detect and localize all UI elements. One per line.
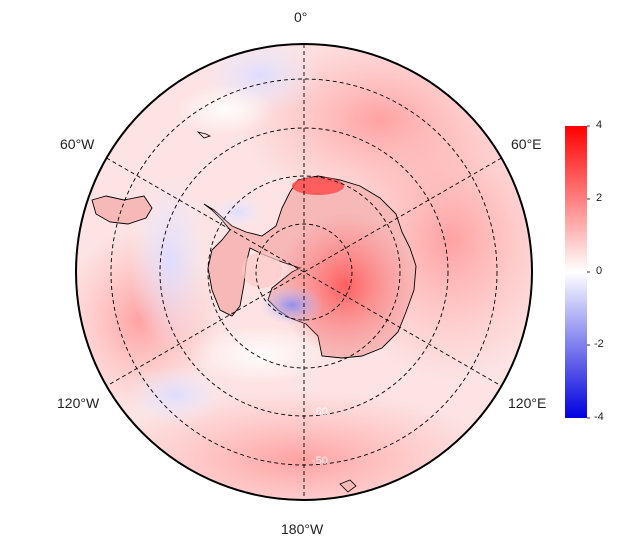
ring-label-60: -60 xyxy=(312,406,328,418)
ring-label-50: -50 xyxy=(312,455,328,467)
colorbar-gradient xyxy=(565,126,587,418)
colorbar-tick-label: 0 xyxy=(596,265,603,277)
colorbar-tick-label: -4 xyxy=(594,411,604,423)
weddell-cool-anomaly xyxy=(210,196,266,228)
colorbar xyxy=(565,125,590,419)
ross-cool-anomaly xyxy=(260,285,324,325)
map-border xyxy=(75,43,533,501)
colorbar-tick-label: 2 xyxy=(596,192,603,204)
meridian-label-60w: 60°W xyxy=(60,136,95,152)
south-america-tip xyxy=(91,195,153,225)
new-zealand-tip xyxy=(339,479,357,493)
meridian-label-180w: 180°W xyxy=(281,521,324,537)
meridian-label-120w: 120°W xyxy=(57,395,100,411)
meridian-60e-120w xyxy=(106,157,502,387)
latitude-ring-80 xyxy=(255,223,353,321)
colorbar-tick-label: -2 xyxy=(594,338,604,350)
graticule xyxy=(106,44,502,500)
colorbar-tick-label: 4 xyxy=(596,119,603,131)
meridian-60w-120e xyxy=(106,157,502,387)
meridian-label-0: 0° xyxy=(294,9,308,25)
meridian-label-120e: 120°E xyxy=(508,395,547,411)
meridian-label-60e: 60°E xyxy=(511,136,542,152)
island-outline xyxy=(196,131,212,139)
